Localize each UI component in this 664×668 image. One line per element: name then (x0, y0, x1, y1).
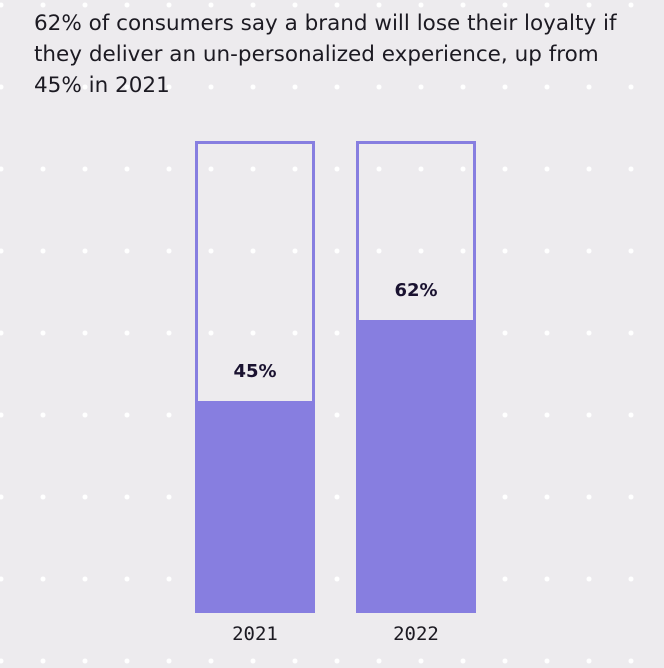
bar-2021: 45% (195, 141, 315, 613)
data-label-2021: 45% (233, 360, 277, 382)
chart-title: 62% of consumers say a brand will lose t… (34, 11, 617, 98)
category-label-2022: 2022 (393, 623, 439, 645)
bar-fill-2021 (195, 400, 315, 613)
category-label-2021: 2021 (232, 623, 278, 645)
bar-fill-2022 (356, 320, 476, 613)
data-label-2022: 62% (394, 280, 438, 302)
bar-2022: 62% (356, 141, 476, 613)
